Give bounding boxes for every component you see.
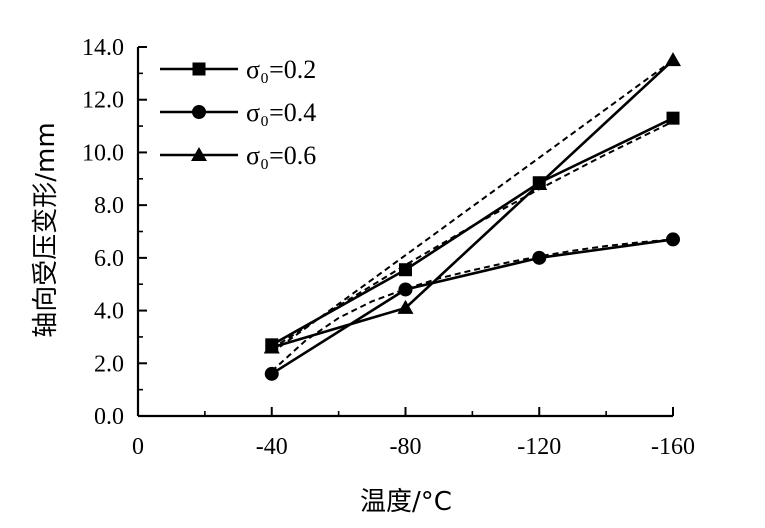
fit-line-2: [271, 238, 674, 372]
data-point-2: [264, 366, 279, 381]
y-tick-label: 2.0: [94, 351, 124, 377]
x-tick-label: 0: [132, 434, 144, 460]
fit-line-1: [271, 120, 674, 350]
legend-marker-1: [192, 62, 206, 76]
data-point-3: [665, 52, 681, 67]
data-point-1: [666, 111, 680, 125]
legend-marker-3: [191, 147, 207, 161]
series-line-1: [271, 116, 674, 346]
data-point-1: [399, 263, 412, 277]
axes: [136, 46, 674, 418]
y-tick-label: 4.0: [94, 299, 124, 325]
legend-label-1: σ₀=0.2: [246, 55, 316, 84]
legend-marker-2: [192, 105, 206, 119]
data-point-2: [666, 232, 680, 247]
fit-line-3: [271, 59, 674, 354]
x-axis-title: 温度/°C: [360, 487, 452, 517]
series-line-3: [271, 59, 674, 349]
series-line-2: [271, 238, 674, 375]
data-point-3: [531, 176, 548, 191]
x-tick-labels: 0 -40 -80 -120 -160: [132, 434, 695, 460]
y-tick-labels: 0.0 2.0 4.0 6.0 8.0 10.0 12.0 14.0: [82, 35, 124, 430]
x-tick-label: -80: [390, 434, 422, 460]
y-axis-title: 轴向受压变形/mm: [31, 122, 61, 337]
data-point-2: [532, 250, 547, 265]
y-tick-label: 12.0: [82, 88, 124, 114]
data-point-3: [397, 299, 414, 314]
y-tick-label: 10.0: [82, 140, 124, 166]
y-tick-label: 0.0: [94, 404, 124, 430]
x-tick-label: -160: [651, 434, 695, 460]
data-point-2: [398, 282, 413, 297]
legend-label-3: σ₀=0.6: [246, 141, 316, 170]
legend-label-2: σ₀=0.4: [246, 98, 316, 127]
data-lines: [271, 59, 674, 375]
x-tick-label: -120: [517, 434, 561, 460]
data-markers: [263, 52, 681, 381]
data-point-3: [263, 339, 280, 354]
legend: σ₀=0.2 σ₀=0.4 σ₀=0.6: [160, 55, 316, 170]
y-tick-label: 6.0: [94, 246, 124, 272]
fit-lines: [271, 59, 674, 372]
x-tick-label: -40: [256, 434, 288, 460]
y-tick-label: 14.0: [82, 35, 124, 61]
y-tick-label: 8.0: [94, 193, 124, 219]
